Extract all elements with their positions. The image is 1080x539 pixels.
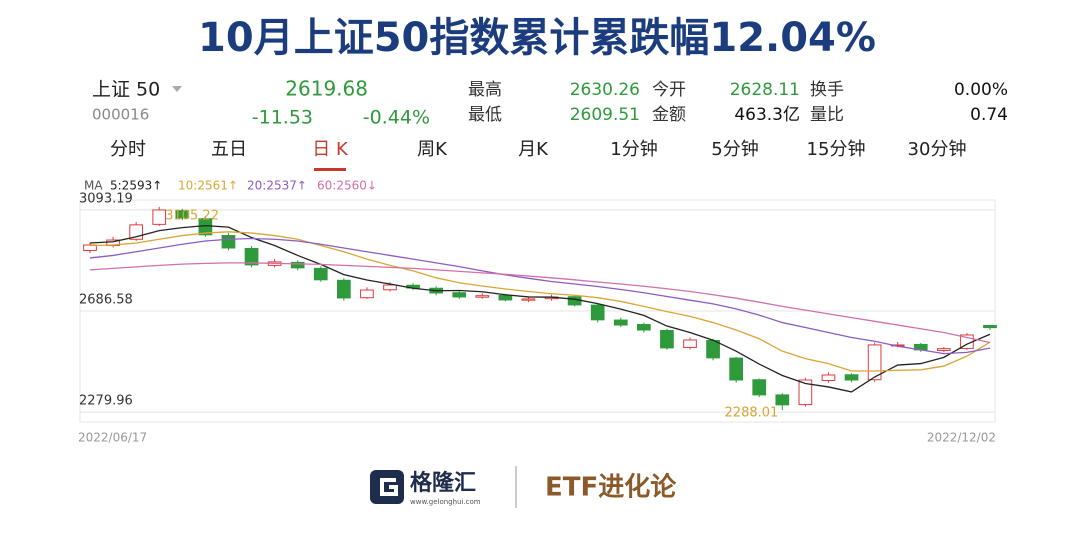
field-label: 换手 [810, 80, 844, 100]
candle-body [613, 319, 628, 326]
candle-body [637, 324, 651, 331]
high-label: 3105.22 [165, 208, 219, 223]
tab: 五日 [211, 139, 247, 160]
field-label: 最高 [468, 80, 502, 100]
tab: 分时 [110, 139, 146, 160]
logo-mark [370, 470, 404, 504]
field-value: 2609.51 [570, 105, 640, 125]
candle-body [360, 289, 374, 299]
legend-entry: 5:2593↑ [110, 179, 162, 193]
legend: MA 5:2593↑ 10:2561↑ 20:2537↑ 60:2560↓ [84, 179, 377, 193]
legend-entry: 20:2537↑ [247, 179, 307, 193]
candle-body [683, 339, 697, 348]
candle-body [660, 330, 674, 349]
logo-g [380, 478, 398, 496]
tab: 日 K [312, 139, 349, 160]
tab: 5分钟 [711, 139, 758, 160]
tabs: 分时 五日 日 K 周K 月K 1分钟 5分钟 15分钟 30分钟 [110, 139, 966, 171]
candle-body [521, 298, 536, 301]
price: 2619.68 [285, 77, 368, 101]
candle-body [775, 394, 790, 406]
title: 10月上证50指数累计累跌幅12.04% [198, 15, 876, 61]
y-tick-label: 3093.19 [79, 191, 133, 206]
footer: 格隆汇 www.gelonghui.com ETF进化论 [370, 466, 677, 508]
field-value: 463.3亿 [734, 105, 800, 125]
tab: 1分钟 [610, 139, 657, 160]
tab: 周K [417, 139, 448, 160]
candle-body [221, 235, 236, 249]
tab: 15分钟 [807, 139, 866, 160]
x-tick-label: 2022/12/02 [927, 431, 996, 445]
stock-name: 上证 50 [92, 79, 160, 101]
x-tick-label: 2022/06/17 [78, 431, 147, 445]
field-label: 金额 [652, 105, 686, 125]
legend-entry: 10:2561↑ [178, 179, 238, 193]
ma-line [89, 237, 991, 355]
change-pct: -0.44% [363, 107, 430, 129]
candle-body [175, 210, 190, 219]
candle-body [475, 295, 490, 298]
candle-body [821, 374, 836, 381]
candle-body [844, 374, 859, 381]
candle-body [337, 279, 351, 299]
candle-body [729, 357, 743, 381]
field-label: 今开 [652, 80, 686, 100]
field-value: 2628.11 [730, 80, 800, 100]
y-tick-label: 2279.96 [79, 394, 133, 409]
field-value: 0.00% [954, 80, 1008, 100]
candle-body [244, 247, 259, 266]
candle-body [452, 292, 467, 298]
candle-body [152, 209, 167, 225]
dropdown-arrow [172, 86, 182, 92]
candle-body [567, 296, 582, 306]
plot: 3093.19 2686.58 2279.96 2022/06/17 2022/12/0… [78, 191, 997, 445]
field-value: 2630.26 [570, 80, 640, 100]
legend-prefix: MA [84, 179, 103, 193]
ma-line [89, 231, 991, 372]
y-tick-label: 2686.58 [79, 292, 133, 307]
stock-code: 000016 [92, 106, 149, 124]
brand: ETF进化论 [545, 473, 677, 503]
candle-body [498, 294, 513, 301]
candle-body [798, 379, 813, 406]
candle-body [937, 348, 951, 351]
logo-site: www.gelonghui.com [410, 498, 481, 506]
ma-line [89, 262, 991, 344]
candle-body [290, 261, 305, 269]
low-label: 2288.01 [725, 406, 779, 421]
logo-text: 格隆汇 [410, 470, 476, 496]
tab: 30分钟 [908, 139, 967, 160]
change: -11.53 [252, 107, 313, 129]
tab: 月K [518, 139, 549, 160]
candle-body [383, 284, 397, 291]
field-label: 量比 [810, 105, 844, 125]
candle-body [752, 379, 767, 396]
field-value: 0.74 [970, 105, 1008, 125]
tab-underline [314, 168, 346, 171]
candle-body [706, 339, 720, 359]
field-label: 最低 [468, 105, 502, 125]
candle-body [590, 304, 605, 321]
candle-body [313, 267, 328, 281]
legend-entry: 60:2560↓ [317, 179, 377, 193]
candle-body [983, 325, 997, 329]
